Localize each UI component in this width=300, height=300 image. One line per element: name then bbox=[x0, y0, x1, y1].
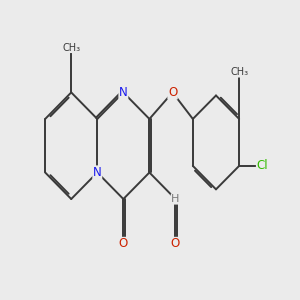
Text: CH₃: CH₃ bbox=[62, 43, 80, 52]
Text: N: N bbox=[119, 86, 128, 99]
Text: O: O bbox=[168, 86, 177, 99]
Text: O: O bbox=[119, 237, 128, 250]
Text: H: H bbox=[171, 194, 180, 204]
Text: O: O bbox=[171, 237, 180, 250]
Text: CH₃: CH₃ bbox=[230, 67, 248, 77]
Text: N: N bbox=[93, 166, 102, 179]
Text: Cl: Cl bbox=[256, 159, 268, 172]
